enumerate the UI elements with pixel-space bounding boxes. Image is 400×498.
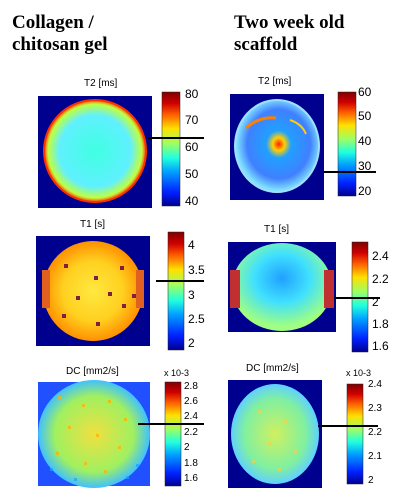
- tick-label: 2: [372, 295, 379, 309]
- tick-label: 2.3: [368, 403, 382, 414]
- gel-t2-colorbar: [161, 91, 181, 207]
- tick-label: 2.4: [368, 379, 382, 390]
- right-column-heading: Two week old scaffold: [234, 12, 345, 55]
- tick-label: 2.4: [184, 411, 198, 422]
- scaffold-t2-marker-line: [324, 171, 376, 173]
- tick-label: 1.6: [372, 339, 389, 353]
- scaffold-dc-map: [228, 380, 322, 488]
- gel-dc-scale-label: x 10-3: [164, 368, 190, 378]
- tick-label: 2.5: [188, 312, 205, 326]
- tick-label: 60: [185, 140, 199, 154]
- left-column-heading: Collagen / chitosan gel: [12, 12, 108, 55]
- tick-label: 50: [185, 167, 199, 181]
- scaffold-t1-map: [228, 242, 336, 332]
- tick-label: 50: [358, 109, 372, 123]
- tick-label: 2.6: [184, 396, 198, 407]
- scaffold-t1-label: T1 [s]: [264, 224, 290, 235]
- gel-t1-colorbar: [167, 231, 185, 351]
- tick-label: 3.5: [188, 263, 205, 277]
- scaffold-dc-scale-label: x 10-3: [346, 368, 372, 378]
- scaffold-t2-map: [230, 94, 324, 200]
- gel-t1-label: T1 [s]: [80, 219, 106, 230]
- tick-label: 20: [358, 184, 372, 198]
- gel-t1-marker-line: [156, 280, 204, 282]
- gel-dc-label: DC [mm2/s]: [66, 366, 119, 377]
- tick-label: 2.2: [368, 427, 382, 438]
- scaffold-dc-label: DC [mm2/s]: [246, 363, 299, 374]
- gel-dc-map: [38, 380, 150, 488]
- tick-label: 2: [368, 475, 374, 486]
- scaffold-dc-colorbar: [346, 383, 364, 485]
- tick-label: 2: [184, 442, 190, 453]
- tick-label: 2.2: [184, 427, 198, 438]
- tick-label: 40: [358, 134, 372, 148]
- scaffold-t2-colorbar: [337, 91, 357, 197]
- tick-label: 70: [185, 113, 199, 127]
- scaffold-t2-label: T2 [ms]: [258, 76, 292, 87]
- tick-label: 2.8: [184, 381, 198, 392]
- gel-dc-colorbar: [164, 381, 182, 487]
- tick-label: 2: [188, 336, 195, 350]
- tick-label: 40: [185, 194, 199, 208]
- tick-label: 3: [188, 288, 195, 302]
- tick-label: 2.4: [372, 249, 389, 263]
- tick-label: 80: [185, 87, 199, 101]
- gel-t2-map: [38, 96, 152, 208]
- scaffold-t1-marker-line: [334, 297, 380, 299]
- gel-dc-marker-line: [138, 423, 204, 425]
- tick-label: 2.2: [372, 272, 389, 286]
- tick-label: 30: [358, 159, 372, 173]
- tick-label: 1.6: [184, 473, 198, 484]
- tick-label: 1.8: [372, 317, 389, 331]
- gel-t2-label: T2 [ms]: [84, 78, 118, 89]
- tick-label: 2.1: [368, 451, 382, 462]
- tick-label: 60: [358, 85, 372, 99]
- gel-t1-map: [36, 236, 150, 346]
- tick-label: 4: [188, 238, 195, 252]
- scaffold-dc-marker-line: [318, 425, 378, 427]
- gel-t2-marker-line: [148, 137, 204, 139]
- tick-label: 1.8: [184, 458, 198, 469]
